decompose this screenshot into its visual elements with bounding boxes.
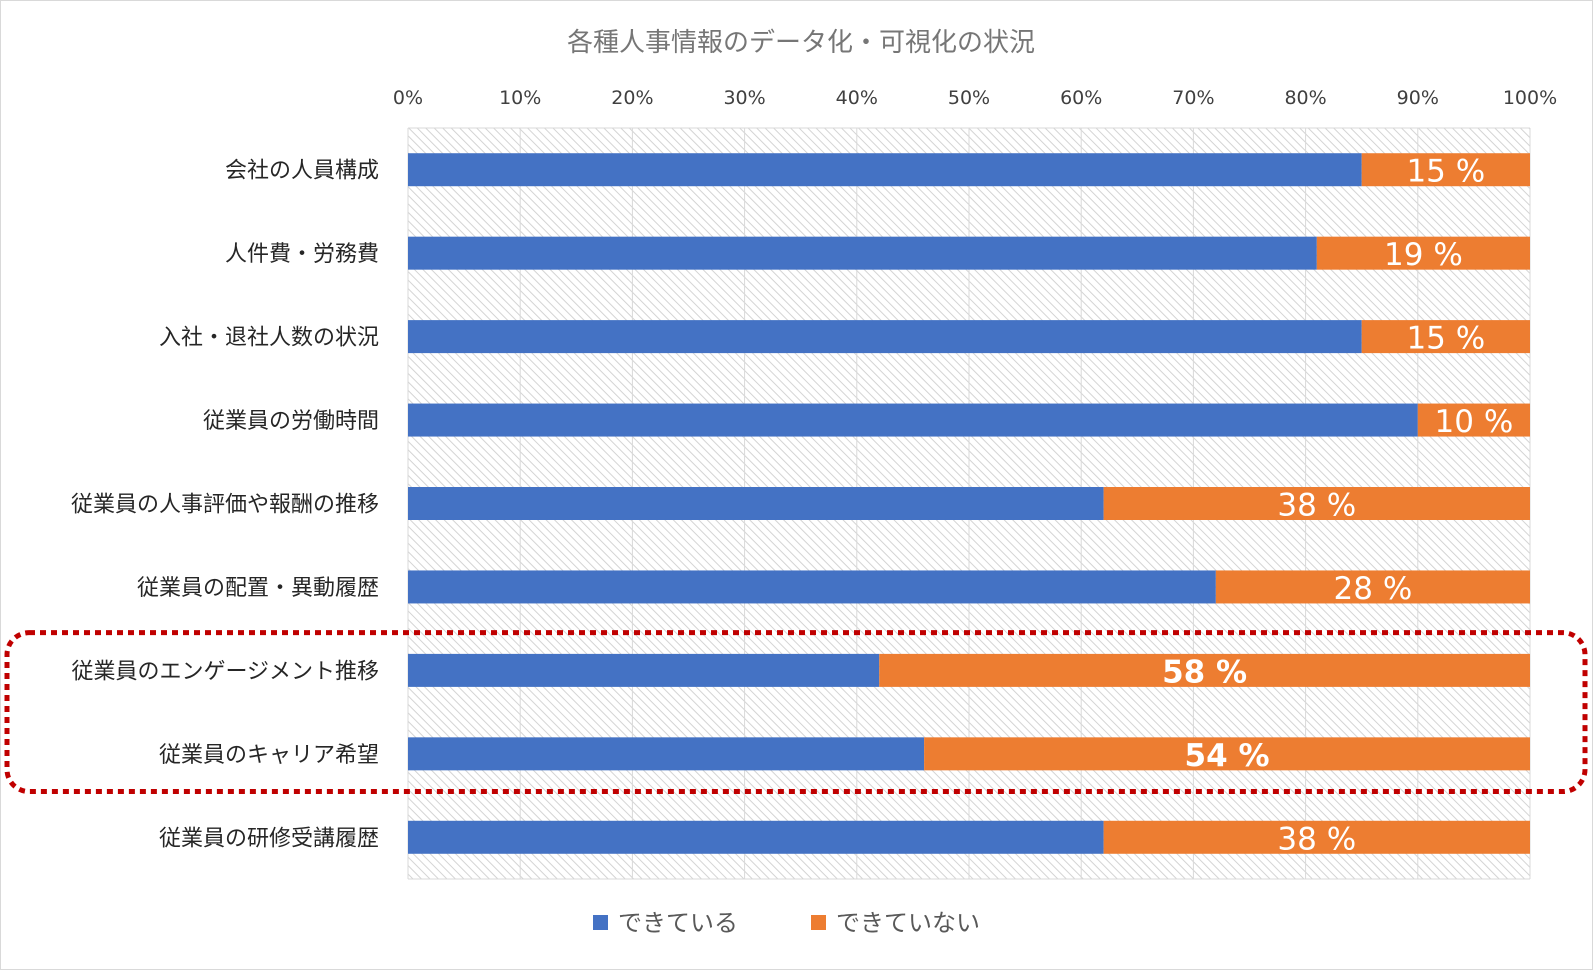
legend-label: できている xyxy=(618,909,738,937)
bar-not-done xyxy=(1316,236,1530,270)
data-label: 15 % xyxy=(1406,154,1485,190)
legend-label: できていない xyxy=(836,909,980,937)
bar-done xyxy=(408,737,925,771)
bar-done xyxy=(408,653,880,687)
category-label: 会社の人員構成 xyxy=(225,159,379,184)
bar-not-done xyxy=(924,737,1530,771)
chart-title: 各種人事情報のデータ化・可視化の状況 xyxy=(567,28,1035,58)
x-tick-label: 60% xyxy=(1060,87,1102,109)
x-tick-label: 80% xyxy=(1284,87,1326,109)
category-label: 従業員の配置・異動履歴 xyxy=(137,576,379,601)
data-label: 54 % xyxy=(1185,738,1270,774)
x-tick-label: 70% xyxy=(1172,87,1214,109)
x-tick-label: 20% xyxy=(611,87,653,109)
bar-done xyxy=(408,570,1216,604)
category-label: 従業員の労働時間 xyxy=(203,409,379,434)
data-label: 15 % xyxy=(1406,321,1485,357)
bar-not-done xyxy=(1215,570,1530,604)
bar-not-done xyxy=(1417,403,1530,437)
data-label: 58 % xyxy=(1162,654,1247,690)
data-label: 10 % xyxy=(1435,404,1514,440)
bar-done xyxy=(408,236,1317,270)
category-label: 従業員の人事評価や報酬の推移 xyxy=(71,493,379,518)
x-tick-label: 0% xyxy=(393,87,423,109)
x-tick-label: 100% xyxy=(1503,87,1557,109)
bar-done xyxy=(408,820,1104,854)
x-tick-label: 10% xyxy=(499,87,541,109)
bar-not-done xyxy=(879,653,1530,687)
category-label: 従業員のキャリア希望 xyxy=(159,743,379,768)
data-label: 38 % xyxy=(1277,821,1356,857)
x-tick-label: 30% xyxy=(723,87,765,109)
x-tick-label: 90% xyxy=(1397,87,1439,109)
data-label: 28 % xyxy=(1334,571,1413,607)
bar-not-done xyxy=(1103,820,1530,854)
category-label: 人件費・労務費 xyxy=(225,242,379,267)
bar-done xyxy=(408,320,1362,354)
bar-not-done xyxy=(1103,487,1530,520)
x-tick-label: 50% xyxy=(948,87,990,109)
data-label: 38 % xyxy=(1277,488,1356,524)
bar-done xyxy=(408,487,1104,520)
legend-swatch xyxy=(593,915,608,930)
x-tick-label: 40% xyxy=(836,87,878,109)
bar-not-done xyxy=(1361,320,1530,354)
legend-swatch xyxy=(811,915,826,930)
category-label: 従業員のエンゲージメント推移 xyxy=(71,659,379,684)
bar-not-done xyxy=(1361,153,1530,187)
bar-done xyxy=(408,153,1362,187)
data-label: 19 % xyxy=(1384,237,1463,273)
category-label: 入社・退社人数の状況 xyxy=(159,326,379,351)
bar-done xyxy=(408,403,1418,437)
category-label: 従業員の研修受講履歴 xyxy=(159,826,379,851)
